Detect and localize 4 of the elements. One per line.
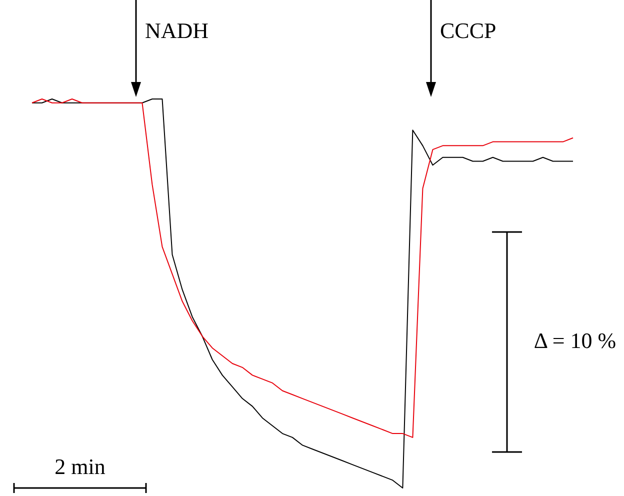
text: CCCP — [440, 18, 496, 43]
annotation: Δ = 10 % — [534, 328, 616, 353]
annotation: 2 min — [54, 454, 106, 479]
text: NADH — [145, 18, 209, 43]
